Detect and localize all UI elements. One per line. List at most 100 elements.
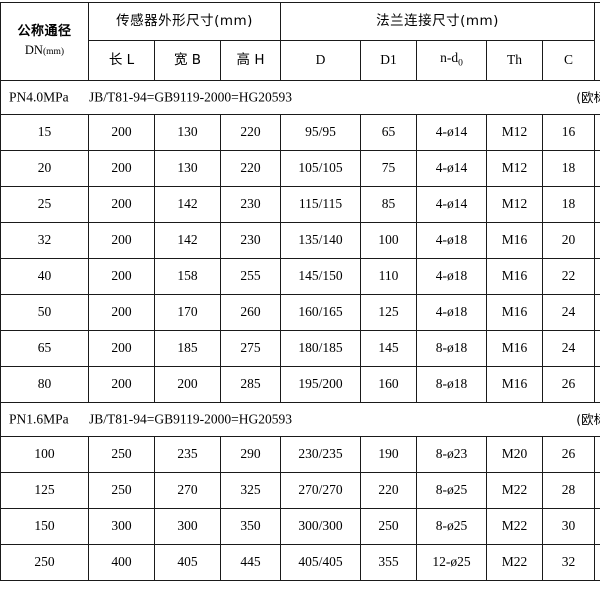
- cell-width: 158: [155, 259, 221, 295]
- cell-weight: 18: [595, 367, 600, 403]
- cell-c: 24: [543, 295, 595, 331]
- cell-weight: 12: [595, 295, 600, 331]
- header-weight: 重量 (Kg): [595, 3, 600, 81]
- cell-width: 300: [155, 509, 221, 545]
- cell-d1: 190: [361, 437, 417, 473]
- cell-d: 95/95: [281, 115, 361, 151]
- cell-n-d0: 8-ø18: [417, 367, 487, 403]
- cell-n-d0: 4-ø14: [417, 115, 487, 151]
- cell-c: 26: [543, 367, 595, 403]
- cell-d1: 125: [361, 295, 417, 331]
- header-col-d: D: [281, 41, 361, 81]
- cell-weight: 15: [595, 331, 600, 367]
- cell-height: 255: [221, 259, 281, 295]
- header-col-d1: D1: [361, 41, 417, 81]
- cell-c: 32: [543, 545, 595, 581]
- cell-d1: 85: [361, 187, 417, 223]
- header-nominal-diameter-cn: 公称通径: [1, 24, 88, 40]
- cell-th: M16: [487, 259, 543, 295]
- cell-c: 22: [543, 259, 595, 295]
- header-n-d0-subscript: 0: [458, 59, 463, 69]
- cell-length: 200: [89, 115, 155, 151]
- header-dn-abbr: DN: [25, 43, 43, 57]
- cell-width: 270: [155, 473, 221, 509]
- cell-weight: 10: [595, 259, 600, 295]
- header-weight-unit: (Kg): [595, 44, 600, 60]
- cell-d1: 110: [361, 259, 417, 295]
- section-standard-system: (欧标体系): [576, 412, 600, 428]
- header-n-d0-prefix: n-d: [440, 50, 458, 65]
- cell-width: 170: [155, 295, 221, 331]
- cell-c: 16: [543, 115, 595, 151]
- cell-c: 26: [543, 437, 595, 473]
- cell-dn: 125: [1, 473, 89, 509]
- cell-d1: 75: [361, 151, 417, 187]
- cell-d: 270/270: [281, 473, 361, 509]
- section-standard-system: (欧标体系): [576, 90, 600, 106]
- cell-weight: 42: [595, 545, 600, 581]
- cell-th: M12: [487, 151, 543, 187]
- cell-dn: 80: [1, 367, 89, 403]
- cell-d: 135/140: [281, 223, 361, 259]
- cell-height: 325: [221, 473, 281, 509]
- header-nominal-diameter: 公称通径 DN(mm): [1, 3, 89, 81]
- header-group-sensor-dimensions: 传感器外形尺寸(mm): [89, 3, 281, 41]
- cell-height: 350: [221, 509, 281, 545]
- cell-length: 250: [89, 437, 155, 473]
- cell-n-d0: 4-ø14: [417, 187, 487, 223]
- cell-dn: 250: [1, 545, 89, 581]
- cell-d1: 145: [361, 331, 417, 367]
- cell-weight: 9: [595, 223, 600, 259]
- header-weight-cn: 重量: [595, 23, 600, 40]
- cell-width: 142: [155, 187, 221, 223]
- cell-c: 18: [543, 151, 595, 187]
- cell-length: 200: [89, 223, 155, 259]
- cell-width: 142: [155, 223, 221, 259]
- cell-d: 105/105: [281, 151, 361, 187]
- cell-th: M22: [487, 509, 543, 545]
- cell-th: M16: [487, 295, 543, 331]
- cell-d1: 355: [361, 545, 417, 581]
- header-col-height: 高 H: [221, 41, 281, 81]
- cell-weight: 6: [595, 115, 600, 151]
- cell-width: 405: [155, 545, 221, 581]
- cell-n-d0: 8-ø23: [417, 437, 487, 473]
- cell-weight: 22: [595, 437, 600, 473]
- cell-n-d0: 4-ø18: [417, 295, 487, 331]
- cell-th: M22: [487, 473, 543, 509]
- header-dn-unit: (mm): [43, 47, 64, 57]
- cell-c: 18: [543, 187, 595, 223]
- cell-length: 200: [89, 367, 155, 403]
- cell-d1: 250: [361, 509, 417, 545]
- section-pressure-rating: PN4.0MPa: [9, 89, 69, 106]
- cell-d: 145/150: [281, 259, 361, 295]
- cell-height: 220: [221, 151, 281, 187]
- cell-width: 235: [155, 437, 221, 473]
- cell-c: 28: [543, 473, 595, 509]
- cell-c: 30: [543, 509, 595, 545]
- cell-n-d0: 8-ø18: [417, 331, 487, 367]
- cell-dn: 65: [1, 331, 89, 367]
- cell-dn: 50: [1, 295, 89, 331]
- cell-weight: 30: [595, 509, 600, 545]
- cell-d: 195/200: [281, 367, 361, 403]
- cell-th: M12: [487, 115, 543, 151]
- cell-length: 200: [89, 151, 155, 187]
- cell-d: 180/185: [281, 331, 361, 367]
- cell-n-d0: 4-ø18: [417, 223, 487, 259]
- cell-th: M16: [487, 367, 543, 403]
- header-nominal-diameter-code: DN(mm): [1, 43, 88, 59]
